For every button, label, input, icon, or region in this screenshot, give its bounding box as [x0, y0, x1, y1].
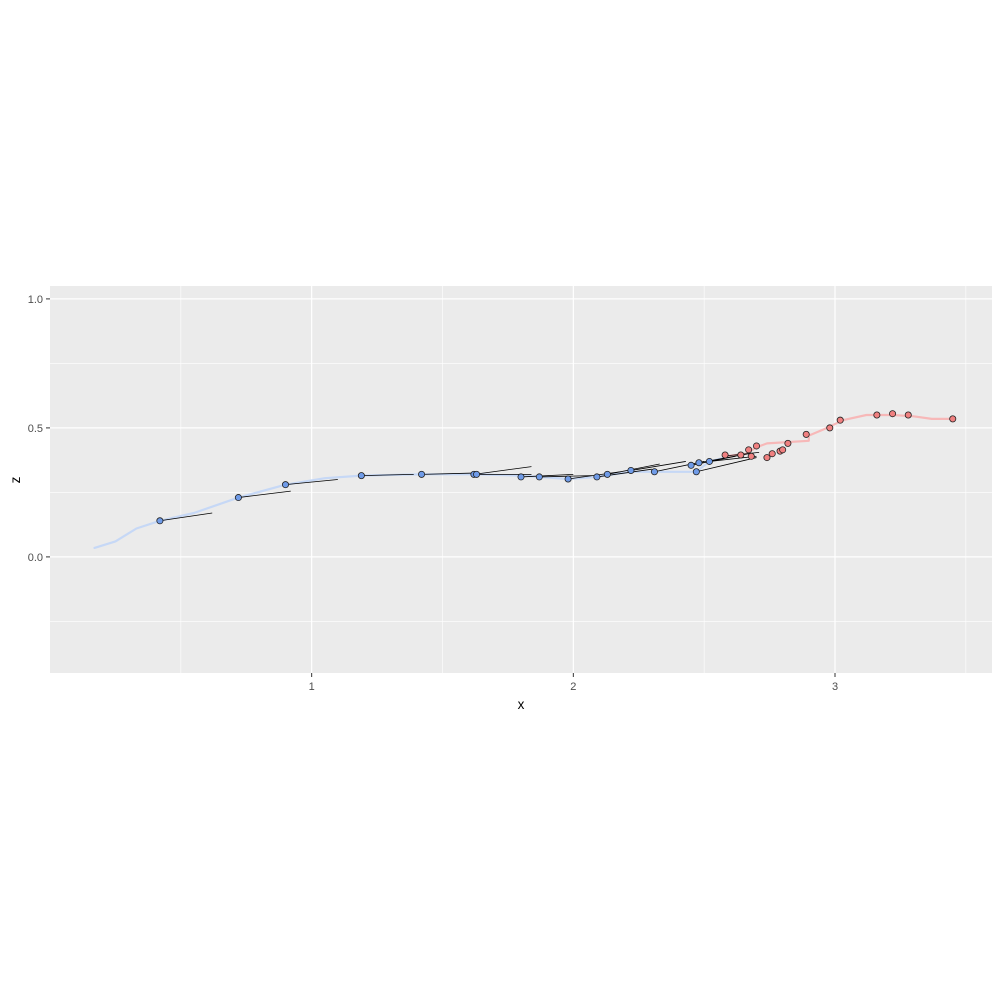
y-tick-label: 0.0	[28, 552, 43, 564]
segment-line	[159, 512, 213, 522]
data-point	[763, 454, 771, 462]
series-path	[93, 455, 732, 550]
data-point	[779, 446, 787, 454]
y-tick-label: 0.5	[28, 423, 43, 435]
y-axis-title: z	[8, 476, 23, 483]
data-point	[593, 473, 601, 481]
data-point	[687, 461, 695, 469]
data-point	[747, 452, 755, 460]
data-point	[949, 415, 957, 423]
data-point	[692, 468, 700, 476]
data-point	[564, 475, 572, 483]
data-point	[234, 494, 242, 502]
data-point	[768, 450, 776, 458]
data-point	[873, 411, 881, 419]
x-tick-label: 1	[309, 681, 315, 693]
segment-line	[696, 457, 757, 473]
data-point	[802, 430, 810, 438]
data-point	[517, 473, 525, 481]
data-point	[721, 451, 729, 459]
data-point	[357, 472, 365, 480]
y-tick-label: 1.0	[28, 294, 43, 306]
data-point	[535, 473, 543, 481]
x-tick-label: 2	[570, 681, 576, 693]
segment-line	[421, 472, 474, 475]
points	[156, 410, 957, 525]
data-point	[695, 459, 703, 467]
x-tick-label: 3	[832, 681, 838, 693]
data-point	[473, 470, 481, 478]
data-point	[650, 468, 658, 476]
segment-line	[238, 490, 291, 498]
data-point	[826, 424, 834, 432]
segments	[159, 452, 760, 522]
data-point	[603, 470, 611, 478]
data-point	[627, 466, 635, 474]
data-point	[836, 416, 844, 424]
segment-line	[473, 466, 532, 475]
data-point	[281, 481, 289, 489]
x-axis-title: x	[518, 697, 525, 712]
tick-labels: 1 2 3 0.0 0.5 1.0	[28, 294, 838, 693]
data-point	[784, 439, 792, 447]
data-point	[889, 410, 897, 418]
segment-line	[630, 461, 686, 471]
segment-line	[520, 473, 574, 478]
segment-line	[539, 475, 592, 478]
data-point	[156, 517, 164, 525]
segment-line	[361, 473, 414, 477]
segment-line	[285, 479, 338, 486]
data-point	[418, 470, 426, 478]
data-point	[745, 446, 753, 454]
data-point	[753, 442, 761, 450]
data-point	[904, 411, 912, 419]
grid-major	[50, 286, 992, 673]
data-point	[705, 457, 713, 465]
data-point	[737, 451, 745, 459]
axis-ticks	[46, 298, 836, 677]
